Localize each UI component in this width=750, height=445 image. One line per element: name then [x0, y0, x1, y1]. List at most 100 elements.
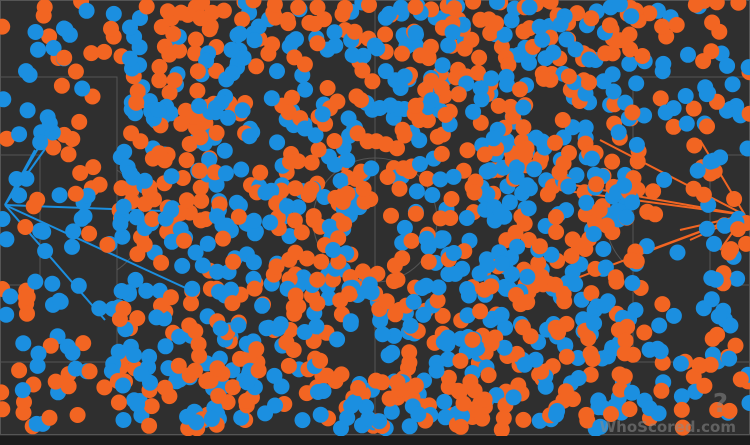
touch-dot: [604, 45, 621, 62]
touch-dot: [217, 165, 234, 182]
touch-dot: [17, 219, 34, 235]
touch-dot: [220, 109, 236, 126]
touch-dot: [14, 382, 31, 399]
touch-dot: [505, 108, 521, 125]
touch-dot: [17, 289, 34, 306]
touch-dot: [37, 243, 54, 259]
touch-dot: [0, 130, 15, 147]
touch-dot: [429, 292, 446, 309]
touch-dot: [452, 418, 469, 435]
touch-dot: [57, 21, 74, 38]
touch-dot: [668, 16, 685, 33]
touch-dot: [601, 17, 618, 34]
touch-dot: [527, 351, 544, 368]
touch-dot: [408, 183, 425, 200]
touch-dot: [415, 306, 432, 323]
touch-dot: [356, 193, 373, 210]
touch-dot: [0, 401, 11, 418]
touch-dot: [262, 214, 279, 231]
touch-dot: [267, 397, 283, 414]
touch-dot: [211, 196, 228, 213]
touch-dot: [287, 287, 304, 304]
touch-dot: [436, 393, 453, 410]
touch-dot: [74, 80, 91, 97]
touch-dot: [455, 395, 472, 412]
touch-dot: [440, 351, 456, 368]
touch-dot: [695, 53, 712, 70]
touch-dot: [148, 309, 165, 326]
touch-dot: [18, 170, 35, 187]
touch-dot: [290, 153, 306, 170]
touch-dot: [173, 4, 190, 21]
touch-dot: [129, 246, 146, 263]
touch-dot: [187, 31, 204, 48]
touch-dot: [281, 251, 298, 268]
touch-dot: [332, 292, 349, 309]
shot-line: [4, 204, 191, 291]
touch-dot: [669, 244, 686, 261]
touch-dot: [327, 37, 344, 54]
touch-dot: [558, 31, 575, 48]
touch-dot: [564, 231, 581, 248]
touch-dot: [385, 273, 402, 290]
touch-dot: [18, 63, 34, 80]
touch-dot: [67, 360, 84, 377]
touch-dot: [496, 278, 513, 295]
touch-dot: [722, 317, 739, 334]
touch-dot: [531, 18, 548, 35]
touch-dot: [452, 352, 469, 369]
touch-dot: [208, 124, 225, 141]
touch-dot: [309, 0, 326, 16]
touch-dot: [512, 296, 529, 313]
touch-dot: [64, 238, 80, 255]
touch-dot: [354, 62, 371, 79]
touch-dot: [705, 152, 722, 169]
touch-dot: [319, 80, 336, 96]
touch-dot: [71, 113, 88, 130]
touch-dot: [450, 86, 467, 103]
touch-dot: [440, 37, 457, 54]
touch-dot: [344, 47, 361, 63]
touch-dot: [30, 41, 46, 58]
touch-dot: [702, 356, 719, 373]
touch-dot: [584, 150, 600, 167]
touch-dot: [374, 326, 391, 343]
touch-dot: [564, 263, 581, 280]
touch-dot: [332, 172, 349, 189]
touch-dot: [245, 0, 262, 9]
touch-dot: [115, 377, 131, 394]
touch-dot: [60, 378, 77, 395]
touch-dot: [72, 165, 89, 181]
touch-dot: [241, 128, 258, 145]
touch-dot: [528, 129, 545, 146]
touch-dot: [32, 222, 49, 239]
touch-dot: [698, 86, 715, 103]
touch-dot: [583, 10, 600, 27]
touch-dot: [401, 418, 418, 435]
touch-dot: [443, 191, 460, 207]
touch-dot: [672, 355, 689, 372]
touch-dot: [560, 178, 577, 195]
touch-dot: [15, 335, 32, 352]
touch-dot: [611, 0, 628, 13]
touch-dot: [70, 277, 87, 294]
touch-dot: [210, 387, 227, 404]
touch-dot: [313, 253, 330, 270]
touch-dot: [141, 417, 158, 434]
touch-dot: [115, 300, 132, 317]
touch-dot: [254, 297, 271, 314]
touch-dot: [560, 68, 577, 85]
touch-dot: [192, 129, 209, 146]
touch-dot: [476, 391, 493, 408]
touch-dot: [434, 307, 451, 324]
touch-dot: [710, 308, 727, 325]
touch-dot: [378, 293, 395, 310]
touch-dot: [110, 394, 127, 411]
touch-dot: [490, 97, 507, 114]
touch-dot: [619, 318, 636, 335]
touch-dot: [176, 232, 192, 249]
touch-dot: [122, 19, 138, 36]
touch-dot: [161, 46, 178, 63]
touch-dot: [201, 151, 218, 168]
touch-dot: [192, 212, 209, 229]
